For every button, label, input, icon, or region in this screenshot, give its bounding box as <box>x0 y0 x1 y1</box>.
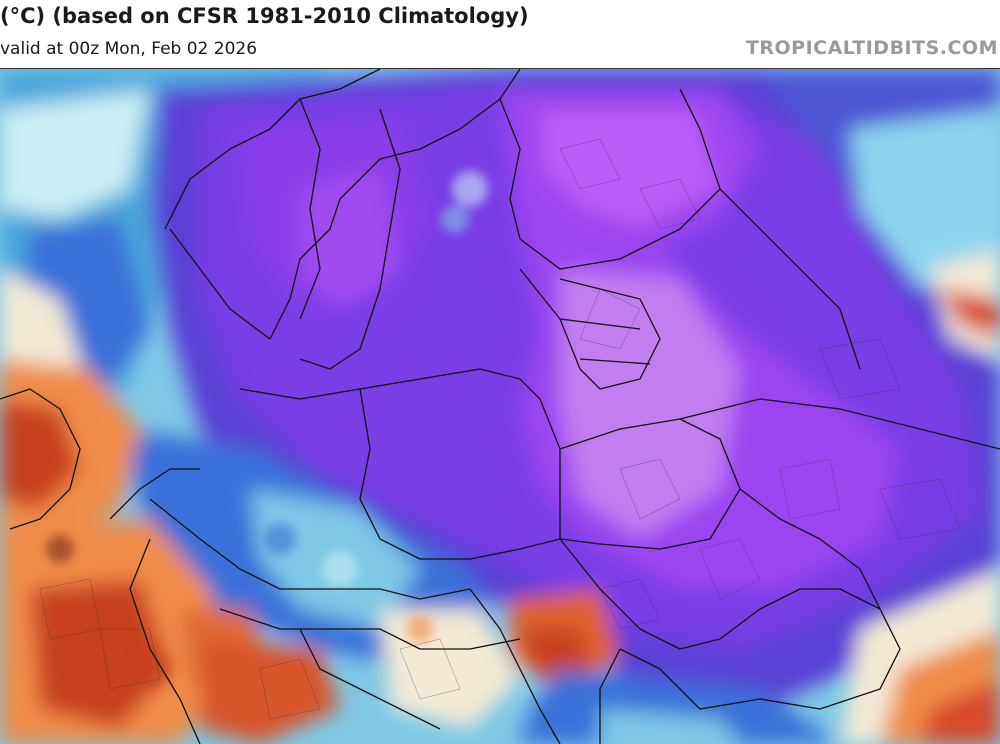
valid-time: valid at 00z Mon, Feb 02 2026 <box>0 39 258 59</box>
country-borders <box>0 69 1000 744</box>
regional-borders <box>39 138 961 720</box>
map-title: (°C) (based on CFSR 1981-2010 Climatolog… <box>0 4 529 28</box>
anomaly-field <box>0 69 1000 744</box>
map-header: (°C) (based on CFSR 1981-2010 Climatolog… <box>0 0 1000 68</box>
temperature-anomaly-map <box>0 68 1000 744</box>
site-watermark: TROPICALTIDBITS.COM <box>745 37 998 59</box>
